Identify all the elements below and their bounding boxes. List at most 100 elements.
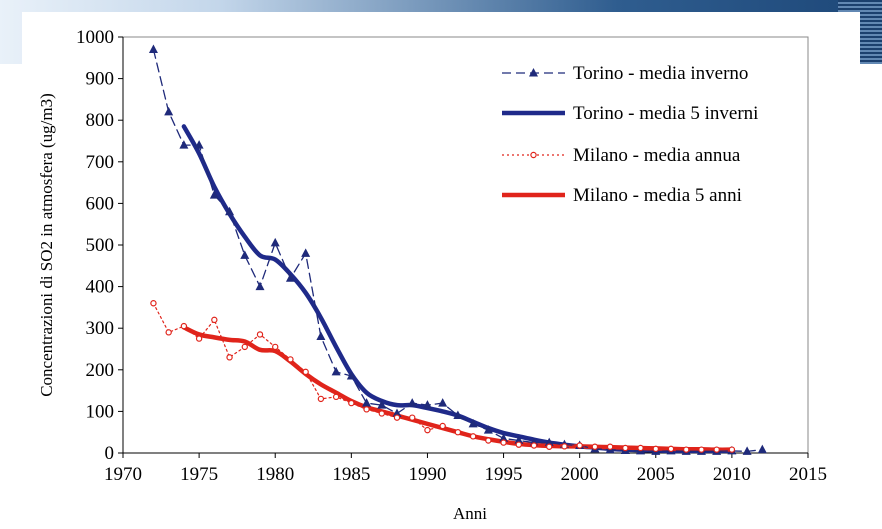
data-point-circle: [302, 368, 309, 376]
data-point-triangle: [392, 408, 402, 417]
data-point-triangle: [225, 206, 235, 216]
data-point-circle: [546, 443, 553, 450]
data-point-circle: [713, 446, 720, 453]
data-point-triangle: [301, 248, 311, 257]
y-tick-label: 100: [86, 401, 115, 422]
data-point-circle: [622, 444, 629, 452]
data-point-circle: [272, 343, 279, 351]
data-point-triangle: [377, 400, 387, 409]
x-tick-label: 1990: [408, 464, 446, 485]
data-point-circle: [256, 331, 264, 338]
data-point-triangle: [742, 446, 752, 455]
y-tick-label: 500: [86, 235, 115, 256]
data-point-circle: [500, 439, 507, 446]
data-point-circle: [363, 406, 370, 413]
series-line: [152, 48, 763, 452]
data-point-triangle: [148, 44, 158, 53]
data-point-triangle: [331, 366, 341, 376]
data-point-circle: [728, 446, 736, 453]
data-point-circle: [530, 151, 537, 159]
data-point-triangle: [240, 250, 250, 259]
data-point-circle: [409, 414, 416, 421]
data-point-triangle: [255, 281, 265, 291]
data-point-circle: [652, 445, 659, 453]
data-point-triangle: [346, 371, 356, 380]
x-tick-label: 2000: [561, 464, 599, 485]
data-point-triangle: [270, 237, 280, 247]
plot-area: [122, 36, 809, 454]
data-point-triangle: [529, 68, 538, 77]
x-tick-label: 1995: [485, 464, 523, 485]
data-point-circle: [454, 429, 462, 436]
y-tick-label: 300: [86, 318, 115, 339]
data-point-circle: [439, 422, 446, 430]
data-point-circle: [241, 343, 248, 351]
y-tick-label: 800: [86, 110, 115, 131]
x-tick-label: 1975: [180, 464, 218, 485]
y-tick-label: 700: [86, 152, 115, 173]
legend-label: Milano - media 5 anni: [573, 185, 742, 206]
y-tick-label: 200: [86, 360, 115, 381]
data-point-circle: [698, 446, 705, 453]
data-point-triangle: [438, 398, 448, 407]
x-tick-label: 1985: [332, 464, 370, 485]
data-point-triangle: [362, 398, 372, 407]
axes: 0 100 200 300 400 500 600 700 800 900 1000 1970 1975…: [76, 27, 827, 485]
x-tick-label: 1970: [104, 464, 142, 485]
x-tick-label: 2005: [637, 464, 675, 485]
data-point-circle: [211, 316, 218, 324]
data-point-circle: [424, 426, 431, 434]
data-point-circle: [667, 445, 675, 453]
data-point-triangle: [483, 425, 493, 434]
y-axis-title: Concentrazioni di SO2 in atmosfera (ug/m…: [37, 93, 56, 397]
data-point-triangle: [544, 437, 554, 447]
data-point-circle: [180, 322, 188, 330]
x-axis-title: Anni: [453, 504, 487, 523]
series-layer: [148, 44, 767, 455]
data-point-triangle: [757, 444, 767, 454]
data-point-triangle: [468, 418, 478, 428]
data-point-circle: [165, 329, 172, 336]
data-point-circle: [485, 437, 492, 444]
data-point-triangle: [453, 410, 463, 420]
data-point-circle: [591, 443, 599, 450]
data-point-circle: [378, 410, 385, 417]
legend-label: Milano - media annua: [573, 145, 741, 166]
data-point-circle: [393, 414, 401, 421]
y-tick-label: 1000: [76, 27, 114, 48]
y-tick-label: 900: [86, 69, 115, 90]
data-point-circle: [469, 433, 477, 440]
data-point-triangle: [514, 435, 524, 445]
data-point-circle: [317, 395, 325, 403]
y-tick-label: 400: [86, 277, 115, 298]
data-point-circle: [287, 356, 294, 363]
data-point-triangle: [407, 398, 417, 407]
data-point-triangle: [179, 140, 189, 149]
x-tick-label: 2010: [713, 464, 751, 485]
data-point-triangle: [422, 400, 432, 409]
data-point-triangle: [194, 140, 204, 149]
x-tick-label: 1980: [256, 464, 294, 485]
data-point-triangle: [164, 106, 174, 116]
data-point-circle: [150, 300, 157, 307]
data-point-triangle: [316, 331, 326, 341]
data-point-triangle: [285, 273, 295, 282]
data-point-circle: [348, 399, 355, 407]
data-point-circle: [332, 393, 340, 401]
data-point-triangle: [209, 190, 219, 199]
x-tick-label: 2015: [789, 464, 827, 485]
data-point-circle: [576, 442, 583, 449]
data-point-circle: [195, 335, 203, 342]
legend-label: Torino - media inverno: [573, 63, 748, 84]
data-point-circle: [530, 442, 538, 449]
data-point-circle: [561, 443, 568, 450]
series-milano-media-annua: [150, 300, 736, 453]
data-point-circle: [683, 446, 690, 453]
legend-label: Torino - media 5 inverni: [573, 103, 758, 124]
legend: Torino - media inverno Torino - media 5 i…: [502, 63, 758, 206]
data-point-circle: [606, 443, 614, 450]
data-point-circle: [226, 354, 233, 361]
data-point-circle: [515, 441, 522, 448]
data-point-triangle: [499, 433, 509, 442]
